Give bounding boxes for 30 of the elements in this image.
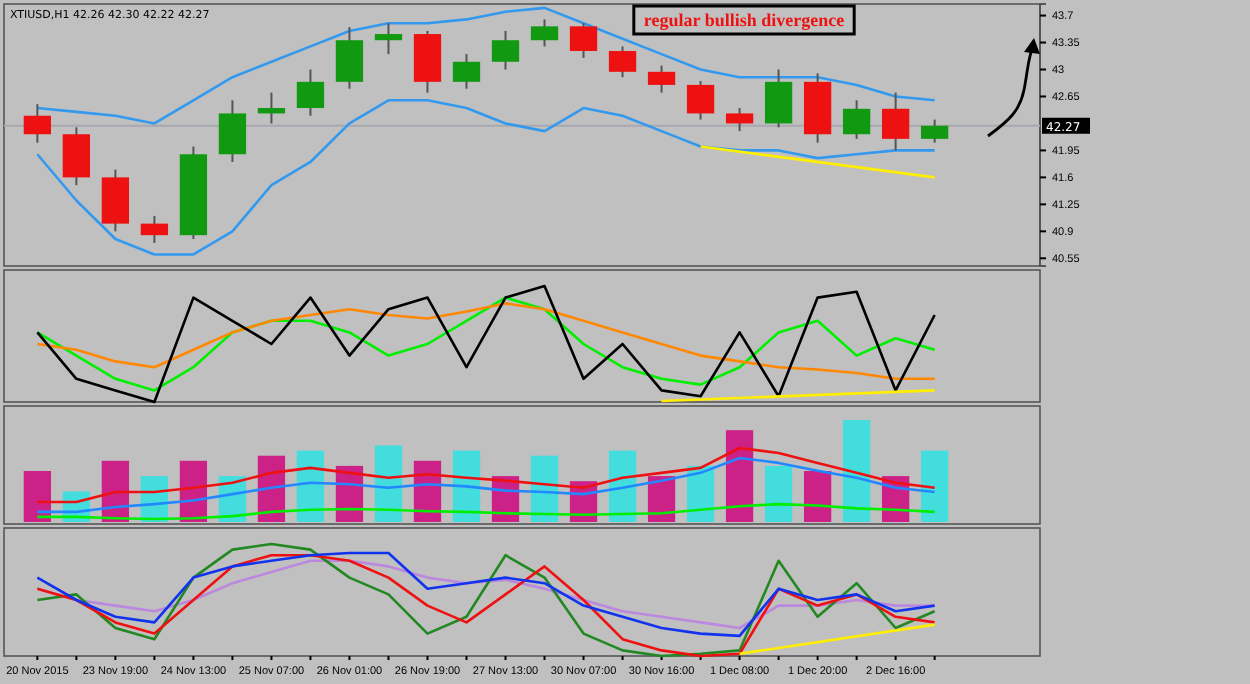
candlestick: [881, 91, 910, 152]
candlestick: [608, 45, 637, 79]
candlestick: [101, 168, 130, 233]
candlestick: [764, 68, 793, 129]
candlestick: [920, 118, 949, 144]
candlestick: [62, 126, 91, 187]
candlestick: [452, 53, 481, 90]
candlestick: [296, 68, 325, 117]
candlestick: [842, 99, 871, 140]
candlestick: [569, 22, 598, 59]
candlestick: [23, 103, 52, 144]
bar: [23, 471, 52, 522]
candlestick: [335, 26, 364, 90]
bar: [920, 450, 949, 522]
candlestick: [491, 29, 520, 71]
candlestick: [218, 99, 247, 163]
candlestick: [374, 22, 403, 56]
candlestick: [257, 91, 286, 125]
bar: [842, 420, 871, 522]
candlestick: [647, 64, 676, 94]
candlestick: [530, 18, 559, 48]
candlestick: [140, 214, 169, 244]
candlestick: [725, 107, 754, 133]
line-series: [36, 99, 936, 256]
candlestick: [686, 80, 715, 121]
bar: [803, 471, 832, 522]
bar: [725, 430, 754, 522]
annotation: regular bullish divergence: [643, 10, 845, 30]
candlestick: [413, 29, 442, 94]
bar: [764, 465, 793, 522]
